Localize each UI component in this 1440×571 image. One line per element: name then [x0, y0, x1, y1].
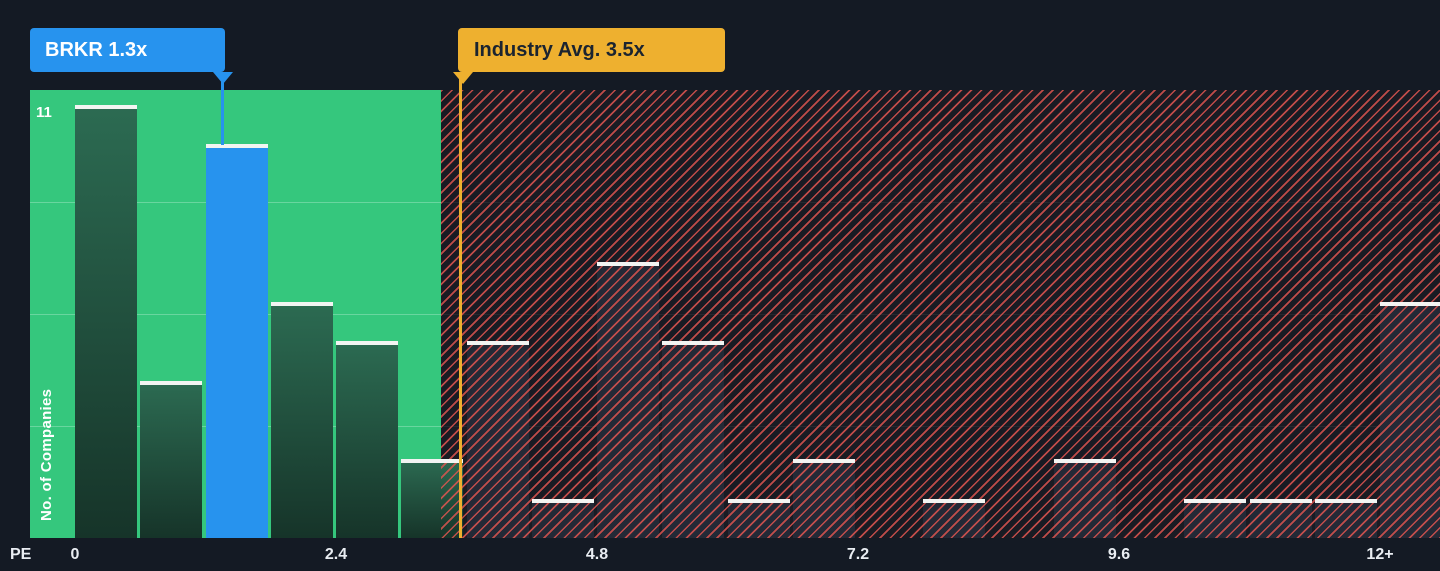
gridline: [441, 202, 1440, 203]
histogram-bar[interactable]: [1314, 498, 1377, 538]
bar-top-cap: [727, 498, 790, 503]
x-tick-label: 2.4: [324, 546, 348, 563]
bar-top-cap: [1053, 459, 1116, 464]
histogram-bar[interactable]: [1249, 498, 1312, 538]
bar-top-cap: [75, 105, 137, 110]
bar-top-cap: [923, 498, 986, 503]
histogram-bar[interactable]: [75, 105, 137, 538]
histogram-bar[interactable]: [662, 341, 725, 538]
y-axis-max-label: 11: [36, 104, 52, 121]
histogram-bar[interactable]: [336, 341, 398, 538]
x-tick-label: 7.2: [846, 546, 870, 563]
histogram-bar[interactable]: [923, 498, 986, 538]
histogram-bar[interactable]: [1380, 301, 1440, 538]
bar-top-cap: [1249, 498, 1312, 503]
histogram-bar[interactable]: [466, 341, 529, 538]
bar-top-cap: [336, 341, 398, 346]
histogram-bar[interactable]: [792, 459, 855, 538]
industry-avg-line: [459, 72, 462, 538]
gridline: [441, 314, 1440, 315]
x-axis-title: PE: [10, 546, 32, 563]
industry-avg-callout: Industry Avg. 3.5x: [458, 28, 725, 72]
bar-top-cap: [662, 341, 725, 346]
overvalued-zone: [441, 90, 1440, 538]
histogram-bar[interactable]: [1184, 498, 1247, 538]
bar-top-cap: [205, 144, 268, 149]
x-tick-label: 0: [70, 546, 80, 563]
industry-avg-callout-pointer: [453, 72, 473, 84]
bar-top-cap: [1184, 498, 1247, 503]
bar-top-cap: [531, 498, 594, 503]
bar-top-cap: [1380, 301, 1440, 306]
brkr-marker-line: [221, 80, 224, 145]
x-axis: PE 0 2.4 4.8 7.2 9.6 12+: [0, 546, 1440, 568]
histogram-bar-brkr[interactable]: [205, 144, 268, 538]
industry-avg-callout-label: Industry Avg. 3.5x: [474, 39, 645, 61]
bar-top-cap: [1314, 498, 1377, 503]
brkr-callout-pointer: [213, 72, 233, 84]
histogram-bar[interactable]: [140, 380, 203, 538]
histogram-bar[interactable]: [597, 262, 659, 538]
brkr-callout-label: BRKR 1.3x: [45, 39, 148, 61]
histogram-bar[interactable]: [531, 498, 594, 538]
gridline: [441, 426, 1440, 427]
histogram-bar[interactable]: [270, 301, 333, 538]
x-tick-label: 12+: [1366, 546, 1394, 563]
bar-top-cap: [792, 459, 855, 464]
bar-top-cap: [140, 380, 203, 385]
histogram-bar[interactable]: [401, 459, 464, 538]
bar-top-cap: [597, 262, 659, 267]
histogram-bar[interactable]: [1053, 459, 1116, 538]
x-tick-label: 9.6: [1107, 546, 1131, 563]
bar-top-cap: [270, 301, 333, 306]
bar-top-cap: [466, 341, 529, 346]
x-tick-label: 4.8: [585, 546, 609, 563]
bar-top-cap: [401, 459, 464, 464]
histogram-bar[interactable]: [727, 498, 790, 538]
y-axis-label: No. of Companies: [38, 388, 55, 521]
brkr-callout: BRKR 1.3x: [30, 28, 225, 72]
